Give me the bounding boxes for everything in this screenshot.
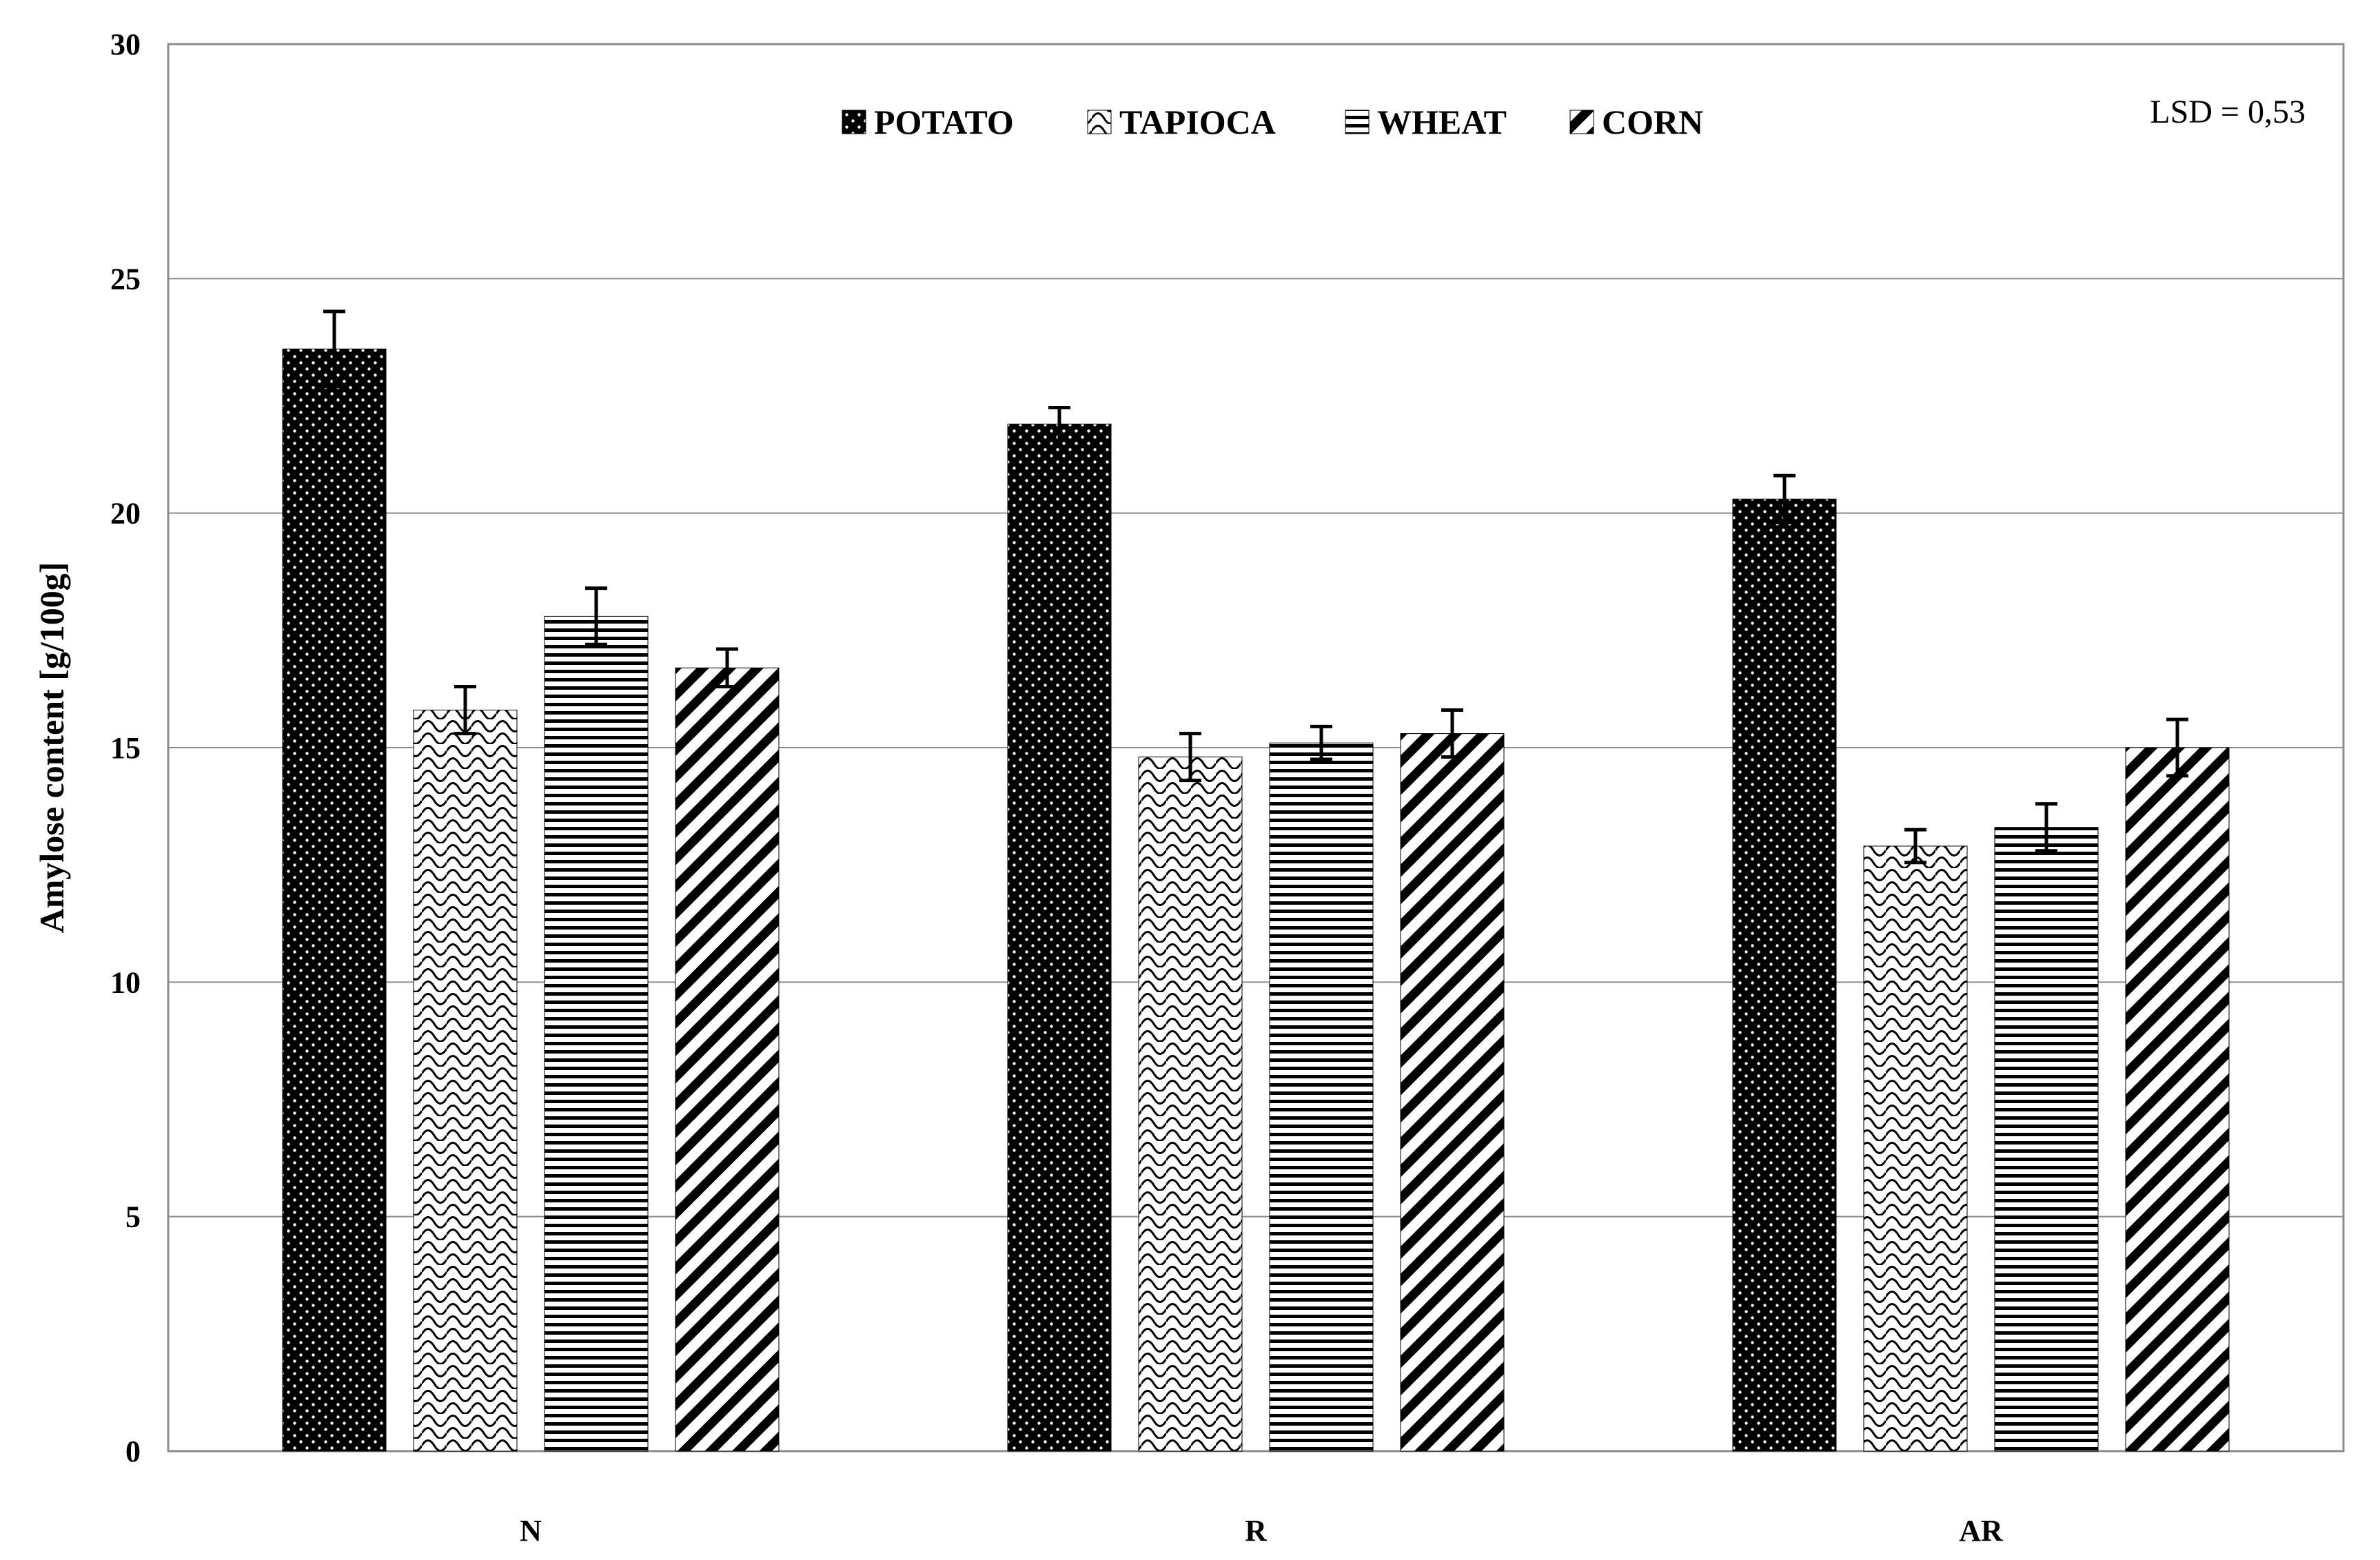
legend-swatch-potato xyxy=(842,110,866,134)
gridlines xyxy=(168,278,2343,1218)
bar-wheat-r xyxy=(1269,742,1374,1452)
error-bars xyxy=(323,309,2188,865)
x-tick-label-ar: AR xyxy=(1959,1514,2004,1548)
x-axis-ticks: N R AR xyxy=(520,1514,2004,1548)
bar-wheat-n xyxy=(544,615,649,1452)
y-axis-label: Amylose content [g/100g] xyxy=(32,562,71,934)
bar-potato-n xyxy=(282,348,387,1452)
legend-label-potato: POTATO xyxy=(874,103,1014,141)
y-tick-label: 30 xyxy=(110,28,141,61)
bar-tapioca-r xyxy=(1138,757,1243,1452)
bar-potato-ar xyxy=(1732,498,1837,1452)
bar-wheat-ar xyxy=(1994,827,2099,1452)
y-tick-label: 0 xyxy=(125,1435,141,1468)
bars xyxy=(282,348,2230,1452)
y-tick-label: 25 xyxy=(110,262,141,296)
bar-potato-r xyxy=(1007,423,1112,1452)
y-tick-label: 15 xyxy=(110,731,141,765)
x-tick-label-n: N xyxy=(520,1514,542,1548)
legend-swatch-tapioca xyxy=(1087,110,1112,134)
y-tick-label: 20 xyxy=(110,497,141,531)
legend-swatch-corn xyxy=(1569,110,1594,134)
x-tick-label-r: R xyxy=(1245,1514,1268,1548)
bar-corn-n xyxy=(675,667,780,1452)
bar-tapioca-ar xyxy=(1863,845,1968,1452)
legend-label-tapioca: TAPIOCA xyxy=(1119,103,1276,141)
bar-corn-r xyxy=(1400,733,1505,1452)
plot-area-frame xyxy=(167,43,2345,1453)
legend-label-wheat: WHEAT xyxy=(1377,103,1507,141)
bar-corn-ar xyxy=(2125,747,2230,1452)
y-axis-ticks: 0 5 10 15 20 25 30 xyxy=(110,28,141,1468)
legend: POTATO TAPIOCA WHEAT CORN xyxy=(842,103,1703,141)
y-tick-label: 5 xyxy=(125,1200,141,1234)
y-tick-label: 10 xyxy=(110,965,141,999)
lsd-annotation: LSD = 0,53 xyxy=(2150,94,2306,130)
legend-label-corn: CORN xyxy=(1602,103,1703,141)
bar-tapioca-n xyxy=(413,710,518,1452)
legend-swatch-wheat xyxy=(1345,110,1370,134)
